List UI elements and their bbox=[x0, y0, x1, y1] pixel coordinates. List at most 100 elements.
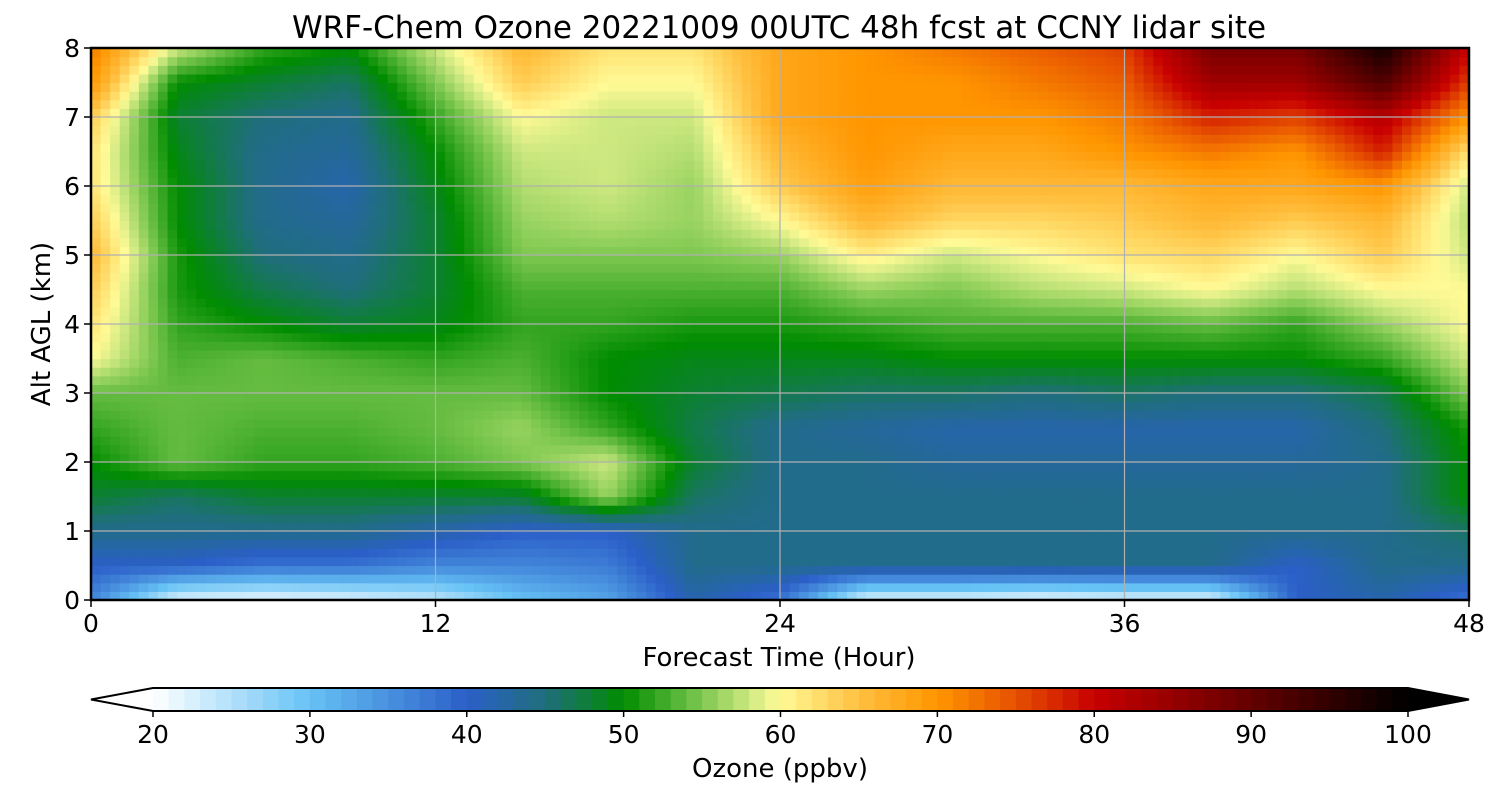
heatmap-cell bbox=[1153, 591, 1164, 600]
heatmap-cell bbox=[1430, 574, 1441, 584]
heatmap-cell bbox=[1459, 591, 1469, 600]
heatmap-cell bbox=[205, 306, 217, 316]
heatmap-cell bbox=[1315, 582, 1327, 592]
heatmap-cell bbox=[760, 496, 772, 506]
heatmap-cell bbox=[550, 513, 561, 523]
heatmap-cell bbox=[1105, 384, 1116, 394]
heatmap-cell bbox=[492, 462, 504, 472]
heatmap-cell bbox=[291, 496, 303, 506]
heatmap-cell bbox=[808, 306, 819, 316]
heatmap-cell bbox=[626, 505, 638, 515]
heatmap-cell bbox=[579, 358, 590, 368]
heatmap-cell bbox=[598, 341, 609, 351]
heatmap-cell bbox=[1430, 470, 1441, 480]
heatmap-cell bbox=[952, 410, 963, 420]
heatmap-cell bbox=[454, 401, 465, 411]
heatmap-cell bbox=[1430, 496, 1441, 506]
heatmap-cell bbox=[1402, 444, 1413, 454]
heatmap-cell bbox=[990, 505, 1001, 515]
heatmap-cell bbox=[521, 410, 532, 420]
heatmap-cell bbox=[846, 315, 858, 325]
heatmap-cell bbox=[569, 306, 580, 316]
heatmap-cell bbox=[1095, 436, 1106, 446]
heatmap-cell bbox=[1057, 565, 1068, 575]
heatmap-cell bbox=[1114, 384, 1126, 394]
heatmap-cell bbox=[339, 479, 350, 489]
heatmap-cell bbox=[885, 522, 896, 532]
heatmap-cell bbox=[531, 324, 542, 334]
heatmap-cell bbox=[1086, 324, 1097, 334]
heatmap-cell bbox=[980, 582, 992, 592]
heatmap-cell bbox=[263, 582, 274, 592]
heatmap-cell bbox=[1344, 444, 1355, 454]
heatmap-cell bbox=[320, 582, 331, 592]
heatmap-cell bbox=[397, 548, 408, 558]
heatmap-cell bbox=[387, 591, 398, 600]
heatmap-cell bbox=[368, 298, 379, 308]
heatmap-cell bbox=[397, 410, 408, 420]
heatmap-cell bbox=[311, 367, 322, 377]
heatmap-cell bbox=[1038, 513, 1049, 523]
heatmap-cell bbox=[588, 358, 599, 368]
heatmap-cell bbox=[244, 332, 255, 342]
heatmap-cell bbox=[1181, 513, 1193, 523]
heatmap-cell bbox=[665, 436, 676, 446]
heatmap-cell bbox=[1421, 341, 1432, 351]
heatmap-cell bbox=[148, 393, 159, 403]
heatmap-cell bbox=[205, 444, 217, 454]
heatmap-cell bbox=[1009, 436, 1020, 446]
heatmap-cell bbox=[1105, 505, 1116, 515]
heatmap-cell bbox=[1440, 418, 1451, 429]
heatmap-cell bbox=[579, 384, 590, 394]
heatmap-cell bbox=[1277, 505, 1288, 515]
heatmap-cell bbox=[196, 358, 207, 368]
heatmap-cell bbox=[1210, 384, 1221, 394]
heatmap-cell bbox=[100, 410, 111, 420]
heatmap-cell bbox=[445, 375, 456, 385]
heatmap-cell bbox=[1239, 487, 1250, 498]
heatmap-cell bbox=[1239, 444, 1250, 454]
heatmap-cell bbox=[1047, 565, 1059, 575]
heatmap-cell bbox=[358, 574, 370, 584]
heatmap-cell bbox=[186, 384, 197, 394]
heatmap-cell bbox=[1028, 341, 1039, 351]
heatmap-cell bbox=[1315, 341, 1327, 351]
heatmap-cell bbox=[1373, 453, 1384, 463]
heatmap-cell bbox=[1143, 349, 1154, 360]
heatmap-cell bbox=[1268, 548, 1279, 558]
heatmap-cell bbox=[234, 332, 245, 342]
heatmap-cell bbox=[1134, 470, 1145, 480]
heatmap-cell bbox=[358, 556, 370, 567]
heatmap-cell bbox=[1172, 367, 1183, 377]
heatmap-cell bbox=[780, 393, 791, 403]
heatmap-cell bbox=[1191, 574, 1202, 584]
heatmap-cell bbox=[1095, 513, 1106, 523]
heatmap-cell bbox=[588, 324, 599, 334]
heatmap-cell bbox=[942, 384, 953, 394]
heatmap-cell bbox=[952, 393, 963, 403]
heatmap-cell bbox=[990, 496, 1001, 506]
heatmap-cell bbox=[358, 341, 370, 351]
heatmap-cell bbox=[378, 306, 389, 316]
heatmap-cell bbox=[569, 410, 580, 420]
heatmap-cell bbox=[1248, 565, 1260, 575]
heatmap-cell bbox=[454, 479, 465, 489]
heatmap-cell bbox=[1076, 479, 1087, 489]
heatmap-cell bbox=[1105, 462, 1116, 472]
heatmap-cell bbox=[961, 427, 972, 437]
heatmap-cell bbox=[1430, 531, 1441, 541]
heatmap-cell bbox=[693, 582, 705, 592]
heatmap-cell bbox=[866, 453, 877, 463]
heatmap-cell bbox=[617, 418, 628, 429]
heatmap-cell bbox=[626, 556, 638, 567]
heatmap-cell bbox=[1114, 496, 1126, 506]
heatmap-cell bbox=[770, 418, 781, 429]
heatmap-cell bbox=[186, 393, 197, 403]
heatmap-cell bbox=[502, 487, 513, 498]
heatmap-cell bbox=[1421, 349, 1432, 360]
heatmap-cell bbox=[713, 393, 724, 403]
heatmap-cell bbox=[588, 306, 599, 316]
heatmap-cell bbox=[1287, 462, 1298, 472]
heatmap-cell bbox=[569, 505, 580, 515]
heatmap-cell bbox=[416, 401, 427, 411]
